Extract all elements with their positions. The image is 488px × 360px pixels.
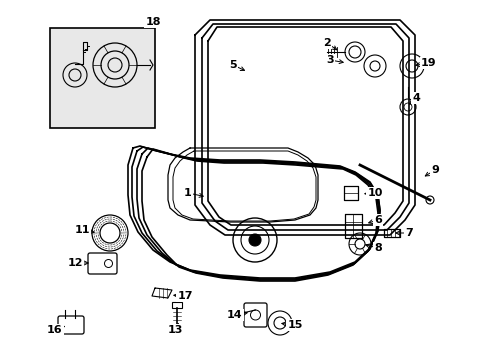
Text: 7: 7 (404, 228, 412, 238)
FancyBboxPatch shape (244, 303, 266, 327)
Text: 2: 2 (323, 38, 330, 48)
Text: 13: 13 (167, 325, 183, 335)
Text: 16: 16 (47, 325, 62, 335)
Text: 5: 5 (229, 60, 236, 70)
Text: 3: 3 (325, 55, 333, 65)
Text: 6: 6 (373, 215, 381, 225)
Text: 19: 19 (420, 58, 436, 68)
Bar (172, 302, 182, 308)
Text: 10: 10 (366, 188, 382, 198)
Text: 8: 8 (373, 243, 381, 253)
Text: 9: 9 (430, 165, 438, 175)
Text: 15: 15 (287, 320, 302, 330)
Bar (50, 28, 155, 128)
Text: 4: 4 (411, 93, 419, 103)
Circle shape (248, 234, 261, 246)
Text: 11: 11 (74, 225, 90, 235)
Text: 1: 1 (184, 188, 191, 198)
Text: 12: 12 (67, 258, 82, 268)
Text: 18: 18 (145, 17, 161, 27)
Text: 14: 14 (227, 310, 243, 320)
FancyBboxPatch shape (88, 253, 117, 274)
FancyBboxPatch shape (58, 316, 84, 334)
Text: 17: 17 (177, 291, 192, 301)
